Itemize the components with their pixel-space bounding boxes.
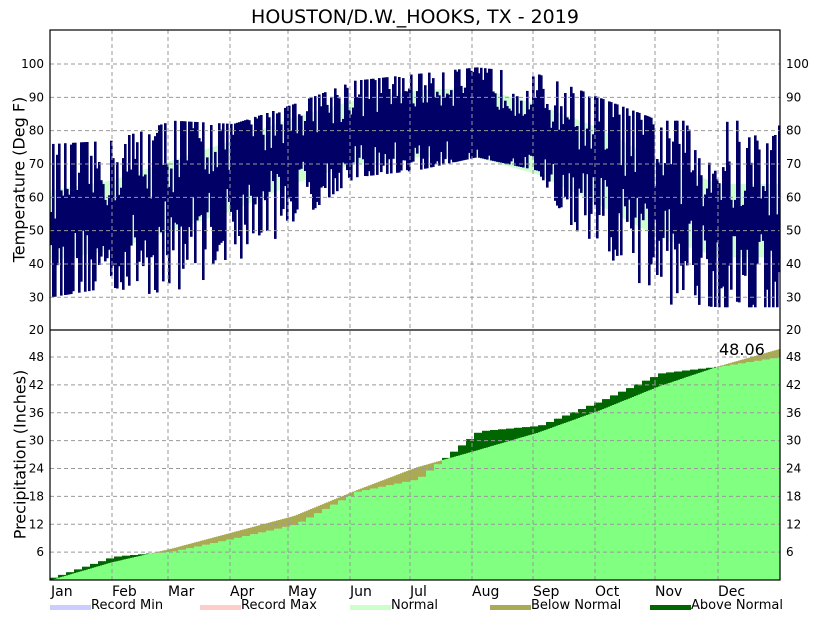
svg-text:42: 42 [29,378,44,392]
ytd-precip-total-label: 48.06 [719,340,765,359]
svg-text:Feb: Feb [112,584,137,600]
svg-text:Jan: Jan [50,584,73,600]
normal-swatch [350,605,391,610]
svg-text:100: 100 [786,57,809,71]
temperature-axis-label: Temperature (Deg F) [9,96,29,263]
svg-text:Jul: Jul [409,584,427,600]
svg-text:6: 6 [36,545,44,559]
precipitation-axis-label: Precipitation (Inches) [10,369,30,540]
svg-text:Nov: Nov [655,584,682,600]
svg-text:30: 30 [786,434,801,448]
chart-canvas: 20 20 30 30 40 40 50 50 60 60 70 70 80 80 90 90 100 100 6 6… [21,29,809,600]
record-max-swatch [200,605,241,610]
svg-text:36: 36 [29,406,44,420]
svg-text:Aug: Aug [472,584,499,600]
legend-item-record-min: Record Min [50,598,163,613]
svg-text:60: 60 [29,190,44,204]
svg-text:70: 70 [786,157,801,171]
svg-text:100: 100 [21,57,44,71]
svg-text:Apr: Apr [230,584,254,600]
svg-text:48: 48 [29,350,44,364]
svg-text:12: 12 [29,517,44,531]
legend-item-above-normal: Above Normal [650,598,783,613]
svg-text:18: 18 [786,489,801,503]
svg-text:80: 80 [786,124,801,138]
record-min-swatch [50,605,91,610]
svg-text:40: 40 [29,257,44,271]
legend-item-below-normal: Below Normal [490,598,621,613]
svg-text:90: 90 [786,90,801,104]
svg-text:Mar: Mar [168,584,195,600]
svg-text:30: 30 [786,290,801,304]
svg-text:30: 30 [29,290,44,304]
svg-text:24: 24 [786,462,801,476]
axis-tick-labels: 20 20 30 30 40 40 50 50 60 60 70 70 80 80 90 90 100 100 6 6… [21,57,809,600]
temperature-panel [50,67,781,308]
legend-label: Above Normal [691,598,783,613]
chart-title: HOUSTON/D.W._HOOKS, TX - 2019 [251,6,579,28]
legend-label: Record Max [241,598,317,613]
gridlines [50,30,780,580]
legend-label: Record Min [91,598,164,613]
svg-text:12: 12 [786,517,801,531]
svg-text:48: 48 [786,350,801,364]
svg-text:36: 36 [786,406,801,420]
svg-text:90: 90 [29,90,44,104]
svg-text:20: 20 [29,323,44,337]
precipitation-panel [50,349,781,580]
legend-item-normal: Normal [350,598,438,613]
svg-text:70: 70 [29,157,44,171]
svg-text:60: 60 [786,190,801,204]
legend-label: Below Normal [531,598,622,613]
svg-text:40: 40 [786,257,801,271]
svg-text:Jun: Jun [349,584,372,600]
plot-frame [49,29,781,581]
svg-text:6: 6 [786,545,794,559]
svg-text:Sep: Sep [533,584,560,600]
legend-item-record-max: Record Max [200,598,317,613]
svg-text:50: 50 [786,224,801,238]
svg-text:50: 50 [29,224,44,238]
svg-text:42: 42 [786,378,801,392]
svg-text:20: 20 [786,323,801,337]
above-normal-swatch [650,605,691,610]
below-normal-swatch [490,605,531,610]
svg-text:Oct: Oct [595,584,620,600]
svg-text:18: 18 [29,489,44,503]
svg-text:80: 80 [29,124,44,138]
svg-text:Dec: Dec [718,584,745,600]
svg-text:May: May [288,584,317,600]
svg-text:24: 24 [29,462,44,476]
legend-label: Normal [391,598,439,613]
legend: Record Min Record Max Normal Below Norma… [0,598,830,616]
svg-text:30: 30 [29,434,44,448]
